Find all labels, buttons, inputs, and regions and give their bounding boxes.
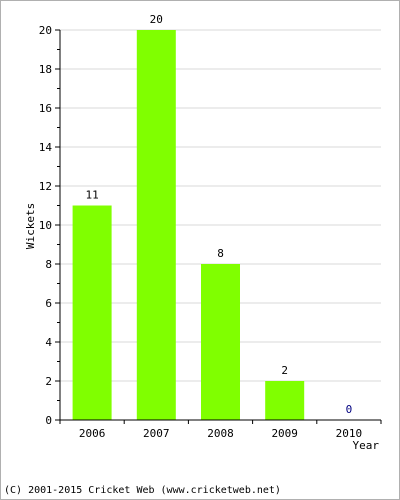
y-tick-label: 6 <box>45 297 52 310</box>
bar-2009 <box>265 381 305 420</box>
data-label-2007: 20 <box>150 13 163 26</box>
y-tick-label: 18 <box>39 63 52 76</box>
y-tick-labels: 0 2 4 6 8 10 12 14 16 18 20 <box>39 24 53 427</box>
y-tick-label: 0 <box>45 414 52 427</box>
data-label-2010: 0 <box>346 403 353 416</box>
bar-2007 <box>136 30 176 420</box>
x-tick-label: 2007 <box>143 427 170 440</box>
data-label-2006: 11 <box>85 189 98 202</box>
y-tick-label: 2 <box>45 375 52 388</box>
bar-2006 <box>72 205 112 420</box>
data-label-2009: 2 <box>281 364 288 377</box>
y-axis-label: Wickets <box>24 203 37 249</box>
x-tick-label: 2008 <box>207 427 234 440</box>
x-tick-label: 2009 <box>271 427 298 440</box>
x-tick-label: 2006 <box>79 427 106 440</box>
y-tick-label: 16 <box>39 102 52 115</box>
copyright-footer: (C) 2001-2015 Cricket Web (www.cricketwe… <box>4 485 281 496</box>
x-tick-labels: 2006 2007 2008 2009 2010 <box>79 427 362 440</box>
x-tick-label: 2010 <box>336 427 363 440</box>
y-tick-label: 10 <box>39 219 52 232</box>
gridlines <box>60 29 381 382</box>
bars <box>72 30 305 420</box>
x-axis-label: Year <box>353 439 380 452</box>
y-tick-label: 4 <box>45 336 52 349</box>
y-tick-label: 12 <box>39 180 52 193</box>
y-tick-label: 14 <box>39 141 53 154</box>
data-label-2008: 8 <box>217 247 224 260</box>
axes <box>55 29 382 424</box>
bar-2008 <box>201 264 240 420</box>
y-tick-label: 20 <box>39 24 52 37</box>
y-tick-label: 8 <box>45 258 52 271</box>
